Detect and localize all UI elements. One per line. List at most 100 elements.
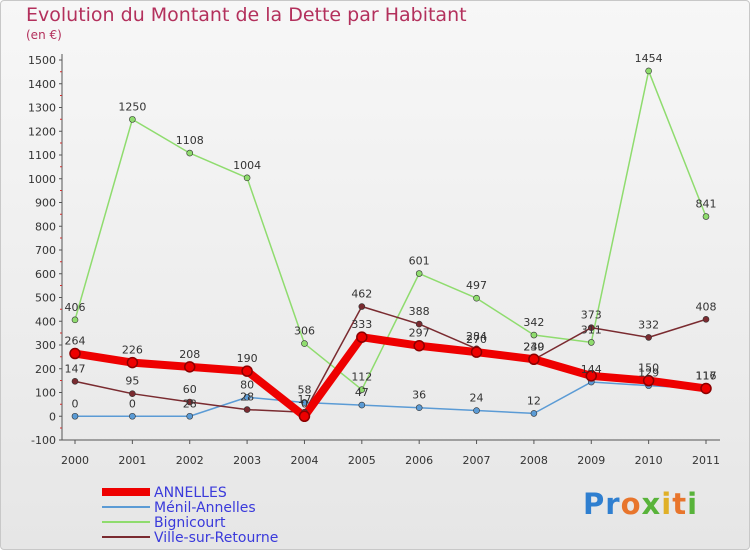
x-tick-label: 2010 bbox=[635, 454, 663, 467]
data-label: 462 bbox=[351, 288, 372, 301]
data-label: 1454 bbox=[635, 52, 663, 65]
legend-label: Bignicourt bbox=[154, 515, 226, 531]
data-point bbox=[356, 331, 368, 343]
data-label: 60 bbox=[183, 383, 197, 396]
data-point bbox=[473, 294, 480, 302]
data-label: 80 bbox=[240, 378, 254, 391]
data-label: 1108 bbox=[176, 134, 204, 147]
data-label: 497 bbox=[466, 279, 487, 292]
data-point bbox=[415, 320, 423, 328]
data-label: 332 bbox=[638, 318, 659, 331]
data-label: 406 bbox=[65, 301, 86, 314]
data-point bbox=[645, 334, 652, 341]
y-tick-label: 1500 bbox=[28, 54, 56, 67]
y-tick-label: 700 bbox=[35, 244, 56, 257]
y-tick-label: 100 bbox=[35, 387, 56, 400]
x-tick-label: 2004 bbox=[290, 454, 318, 467]
data-point bbox=[243, 406, 251, 413]
legend-label: Ménil-Annelles bbox=[154, 500, 256, 516]
data-label: 388 bbox=[409, 305, 430, 318]
series-line-ville-sur-retourne bbox=[74, 305, 707, 413]
data-point bbox=[71, 316, 79, 324]
x-tick-label: 2002 bbox=[176, 454, 204, 467]
data-point bbox=[585, 370, 598, 382]
data-point bbox=[415, 270, 423, 277]
data-label: 129 bbox=[638, 367, 659, 380]
data-label: 190 bbox=[237, 352, 258, 365]
y-tick-label: 1000 bbox=[28, 173, 56, 186]
data-point bbox=[298, 410, 311, 422]
data-label: 601 bbox=[409, 255, 430, 268]
data-point bbox=[71, 412, 79, 420]
series-line-bignicourt bbox=[74, 70, 707, 391]
data-label: 28 bbox=[240, 391, 254, 404]
y-tick-label: 400 bbox=[35, 315, 56, 328]
data-label: 17 bbox=[297, 393, 311, 406]
data-label: 147 bbox=[65, 362, 86, 375]
series-line-annelles bbox=[71, 333, 710, 421]
data-point bbox=[528, 353, 540, 365]
data-point bbox=[702, 316, 710, 323]
data-point bbox=[413, 339, 425, 352]
data-label: 342 bbox=[523, 316, 544, 329]
y-tick-label: 800 bbox=[35, 220, 56, 233]
legend-label: ANNELLES bbox=[154, 485, 227, 501]
data-label: 112 bbox=[351, 371, 372, 384]
data-point bbox=[587, 324, 595, 331]
data-label: 297 bbox=[409, 327, 430, 340]
proxiti-logo: Proxiti bbox=[583, 487, 699, 521]
x-tick-label: 2003 bbox=[233, 454, 261, 467]
data-label: 239 bbox=[523, 340, 544, 353]
data-point bbox=[358, 303, 366, 310]
data-point bbox=[126, 356, 139, 369]
y-tick-label: 200 bbox=[35, 363, 56, 376]
data-point bbox=[587, 339, 595, 346]
y-tick-label: 300 bbox=[35, 339, 56, 352]
x-tick-label: 2001 bbox=[118, 454, 146, 467]
data-point bbox=[301, 340, 308, 347]
data-point bbox=[243, 174, 251, 182]
x-tick-label: 2009 bbox=[577, 454, 605, 467]
data-point bbox=[243, 393, 251, 401]
chart-subtitle: (en €) bbox=[26, 28, 62, 42]
data-label: 841 bbox=[696, 198, 717, 211]
x-tick-label: 2005 bbox=[348, 454, 376, 467]
data-point bbox=[71, 378, 79, 385]
data-point bbox=[301, 399, 308, 406]
data-point bbox=[129, 116, 136, 123]
data-label: 264 bbox=[65, 335, 86, 348]
data-label: 373 bbox=[581, 309, 602, 322]
data-point bbox=[645, 67, 652, 75]
data-point bbox=[129, 412, 136, 420]
y-tick-label: 900 bbox=[35, 197, 56, 210]
y-tick-label: 1100 bbox=[28, 149, 56, 162]
series-line-m-nil-annelles bbox=[74, 381, 707, 417]
data-point bbox=[473, 407, 480, 414]
data-label: 116 bbox=[696, 370, 717, 383]
data-label: 150 bbox=[638, 362, 659, 375]
data-point bbox=[69, 347, 81, 360]
data-point bbox=[358, 401, 366, 409]
data-label: 117 bbox=[696, 369, 717, 382]
data-point bbox=[700, 382, 712, 395]
data-point bbox=[530, 331, 538, 339]
data-label: 0 bbox=[129, 397, 136, 410]
data-label: 95 bbox=[125, 375, 139, 388]
data-label: 36 bbox=[412, 389, 426, 402]
data-point bbox=[186, 398, 194, 406]
data-point bbox=[415, 404, 423, 412]
data-point bbox=[642, 374, 655, 387]
data-label: 144 bbox=[581, 363, 602, 376]
y-tick-label: 600 bbox=[35, 268, 56, 281]
data-label: 47 bbox=[355, 386, 369, 399]
legend-label: Ville-sur-Retourne bbox=[154, 530, 278, 546]
data-point bbox=[241, 365, 253, 377]
x-tick-label: 2011 bbox=[692, 454, 720, 467]
data-point bbox=[470, 346, 483, 358]
data-label: 0 bbox=[72, 397, 79, 410]
data-point bbox=[530, 410, 538, 417]
data-point bbox=[186, 149, 194, 157]
data-point bbox=[129, 390, 136, 397]
